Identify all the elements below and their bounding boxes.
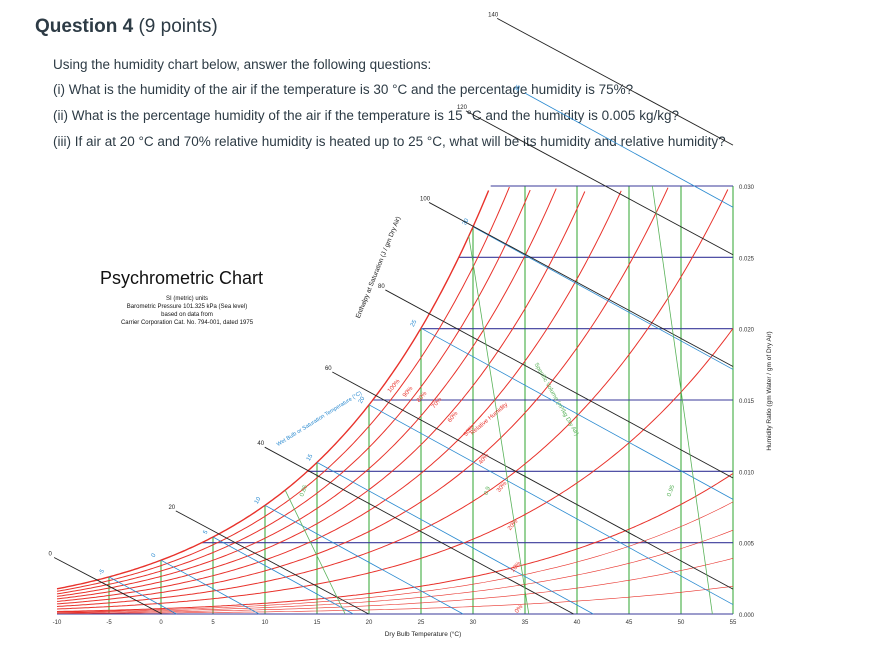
chart-subtitle-2: Barometric Pressure 101.325 kPa (Sea lev…	[126, 304, 248, 310]
question-points: (9 points)	[138, 16, 218, 37]
x-tick-label: 55	[730, 620, 737, 626]
rh-curve	[56, 187, 669, 605]
x-tick-label: -5	[106, 620, 112, 626]
wetbulb-tick-label: 20	[358, 395, 367, 404]
enthalpy-tick-label: 60	[325, 366, 332, 372]
x-tick-label: 45	[626, 620, 633, 626]
volume-tick-label: 0.9	[484, 485, 493, 496]
wetbulb-line	[420, 327, 734, 500]
enthalpy-line	[385, 289, 734, 479]
enthalpy-tick-label: 0	[48, 551, 52, 557]
wetbulb-line	[524, 92, 734, 208]
rh-curve	[56, 189, 729, 607]
y-tick-label: 0.000	[739, 613, 755, 619]
rh-label: 100%	[387, 378, 402, 394]
wetbulb-line	[160, 559, 260, 615]
enthalpy-line	[332, 371, 734, 590]
volume-line	[284, 489, 346, 615]
rh-curve	[56, 189, 531, 595]
wetbulb-tick-label: 15	[306, 453, 315, 462]
question-heading: Question 4 (9 points)	[35, 16, 218, 38]
y-axis-label: Humidity Ratio (gm Water / gm of Dry Air…	[766, 331, 773, 450]
x-axis-label: Dry Bulb Temperature (°C)	[385, 630, 462, 638]
question-item-1: (i) What is the humidity of the air if t…	[53, 82, 634, 97]
wetbulb-line	[108, 576, 177, 615]
y-tick-label: 0.020	[739, 328, 755, 334]
rh-label: 20%	[507, 518, 520, 532]
wetbulb-line	[212, 536, 354, 615]
x-tick-label: -10	[53, 620, 62, 626]
volume-tick-label: 0.95	[667, 484, 677, 498]
rh-label: 80%	[416, 390, 429, 404]
rh-axis-label: Relative Humidity	[470, 402, 510, 437]
x-tick-label: 0	[159, 620, 163, 626]
x-tick-label: 30	[470, 620, 477, 626]
rh-label: 30%	[496, 480, 509, 494]
rh-curve	[57, 558, 734, 614]
rh-label: 0%	[514, 604, 525, 615]
y-tick-label: 0.010	[739, 470, 755, 476]
enthalpy-line	[264, 446, 574, 615]
rh-curve	[56, 186, 510, 592]
rh-curve	[56, 188, 557, 597]
wetbulb-line	[316, 462, 594, 615]
rh-curve	[56, 501, 734, 613]
enthalpy-tick-label: 80	[378, 284, 385, 290]
wetbulb-line	[264, 504, 464, 615]
question-item-3: (iii) If air at 20 °C and 70% relative h…	[53, 134, 726, 149]
chart-subtitle-1: SI (metric) units	[165, 296, 208, 302]
wetbulb-tick-label: 30	[462, 217, 471, 226]
wetbulb-tick-label: 0	[151, 552, 158, 558]
x-tick-label: 35	[522, 620, 529, 626]
enthalpy-tick-label: 100	[420, 196, 431, 202]
x-tick-label: 10	[262, 620, 269, 626]
question-item-2: (ii) What is the percentage humidity of …	[53, 108, 679, 123]
enthalpy-tick-label: 40	[257, 441, 264, 447]
rh-label: 60%	[447, 410, 460, 424]
wetbulb-tick-label: 35	[514, 84, 523, 93]
wetbulb-line	[472, 226, 734, 370]
rh-curve	[56, 191, 586, 600]
enthalpy-axis-label: Enthalpy at Saturation (J / gm Dry Air)	[355, 216, 402, 320]
x-tick-label: 25	[418, 620, 425, 626]
y-tick-label: 0.005	[739, 542, 755, 548]
x-tick-label: 15	[314, 620, 321, 626]
volume-tick-label: 0.85	[299, 484, 309, 498]
enthalpy-line	[428, 202, 734, 367]
rh-label: 70%	[431, 396, 444, 410]
chart-subtitle-4: Carrier Corporation Cat. No. 794-001, da…	[120, 320, 254, 326]
wetbulb-tick-label: 5	[203, 529, 210, 535]
enthalpy-line	[465, 110, 734, 256]
wetbulb-tick-label: -5	[98, 568, 106, 576]
y-tick-label: 0.030	[739, 185, 755, 191]
chart-title: Psychrometric Chart	[100, 268, 264, 288]
enthalpy-line	[496, 17, 734, 146]
enthalpy-tick-label: 120	[457, 105, 468, 111]
x-tick-label: 40	[574, 620, 581, 626]
x-tick-label: 5	[211, 620, 215, 626]
rh-curve	[56, 473, 734, 612]
volume-line	[651, 185, 713, 615]
enthalpy-tick-label: 140	[488, 12, 499, 18]
y-tick-label: 0.015	[739, 399, 755, 405]
question-title: Question 4	[35, 16, 134, 37]
wetbulb-axis-label: Wet Bulb or Saturation Temperature (°C)	[276, 390, 363, 448]
rh-curve	[57, 585, 734, 614]
rh-label: 40%	[478, 452, 491, 466]
rh-curve	[56, 328, 734, 610]
x-tick-label: 20	[366, 620, 373, 626]
y-tick-label: 0.025	[739, 256, 755, 262]
enthalpy-line	[53, 557, 163, 615]
x-tick-label: 50	[678, 620, 685, 626]
rh-curve	[56, 190, 490, 590]
wetbulb-tick-label: 25	[410, 319, 419, 328]
chart-subtitle-3: based on data from	[161, 312, 213, 318]
wetbulb-tick-label: 10	[254, 496, 263, 505]
rh-curve	[56, 190, 622, 602]
question-intro: Using the humidity chart below, answer t…	[53, 57, 432, 72]
enthalpy-tick-label: 20	[168, 505, 175, 511]
volume-line	[468, 236, 530, 615]
wetbulb-line	[368, 404, 734, 605]
